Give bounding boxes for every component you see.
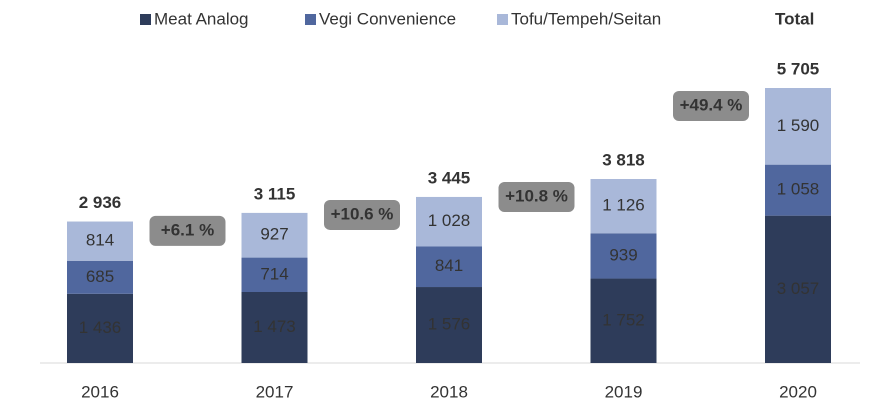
value-label: 841 — [435, 256, 463, 275]
total-label: 2 936 — [79, 193, 122, 212]
bar-segment — [765, 215, 831, 363]
value-label: 1 576 — [428, 315, 471, 334]
value-label: 3 057 — [777, 279, 820, 298]
bar-segment — [241, 257, 308, 292]
bar-segment — [67, 293, 133, 363]
bar-segment — [416, 246, 482, 288]
value-label: 927 — [260, 225, 288, 244]
growth-badge — [498, 181, 575, 212]
value-label: 939 — [609, 245, 637, 264]
growth-label: +6.1 % — [161, 220, 214, 239]
legend-swatch — [305, 14, 316, 25]
x-tick-label: 2019 — [605, 382, 643, 401]
bar-segment — [241, 212, 308, 258]
bar-segment — [416, 287, 482, 363]
legend-label: Tofu/Tempeh/Seitan — [511, 9, 661, 28]
legend-swatch — [497, 14, 508, 25]
legend-label: Vegi Convenience — [319, 9, 456, 28]
bar-segment — [67, 221, 133, 261]
bar-segment — [765, 88, 831, 165]
bar-segment — [416, 196, 482, 247]
growth-label: +10.8 % — [505, 186, 568, 205]
x-tick-label: 2020 — [779, 382, 817, 401]
bar-segment — [67, 260, 133, 294]
value-label: 1 028 — [428, 211, 471, 230]
bar-segment — [590, 179, 657, 234]
growth-label: +49.4 % — [680, 95, 743, 114]
growth-label: +10.6 % — [331, 204, 394, 223]
value-label: 1 126 — [602, 196, 645, 215]
bar-segment — [241, 291, 308, 363]
x-tick-label: 2018 — [430, 382, 468, 401]
bar-segment — [765, 164, 831, 216]
bar-segment — [590, 278, 657, 363]
value-label: 1 473 — [253, 317, 296, 336]
total-label: 3 818 — [602, 150, 645, 169]
total-label: 5 705 — [777, 59, 820, 78]
growth-badge — [673, 91, 749, 121]
value-label: 714 — [260, 264, 288, 283]
legend-label: Meat Analog — [154, 9, 249, 28]
total-label: 3 115 — [254, 184, 296, 203]
value-label: 685 — [86, 267, 114, 286]
value-label: 1 752 — [602, 310, 645, 329]
x-tick-label: 2017 — [256, 382, 294, 401]
value-label: 1 436 — [79, 318, 122, 337]
value-label: 1 058 — [777, 180, 820, 199]
legend-total: Total — [775, 9, 814, 28]
legend-swatch — [140, 14, 151, 25]
total-label: 3 445 — [428, 168, 471, 187]
growth-badge — [149, 215, 226, 246]
value-label: 1 590 — [777, 116, 820, 135]
bar-segment — [590, 233, 657, 279]
value-label: 814 — [86, 231, 114, 250]
growth-badge — [324, 199, 400, 230]
x-tick-label: 2016 — [81, 382, 119, 401]
